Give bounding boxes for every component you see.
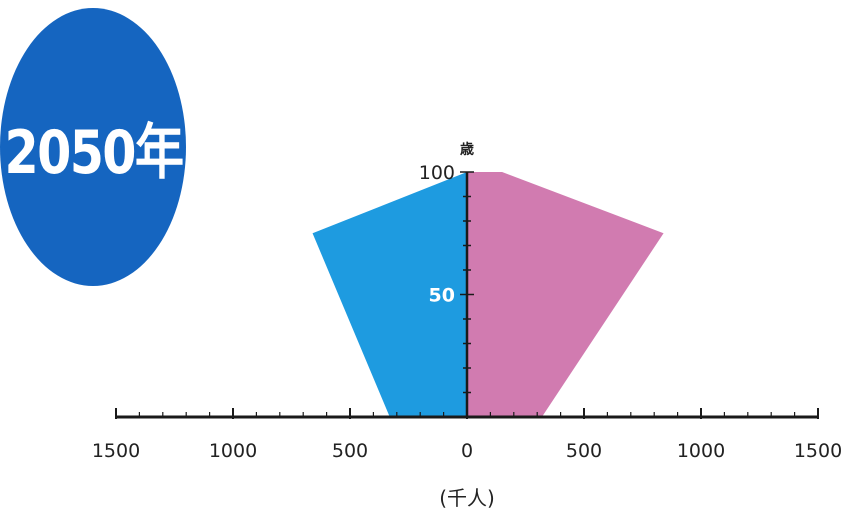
x-tick-label: 0 [461, 440, 473, 462]
x-tick-label: 1000 [209, 440, 257, 462]
x-tick-label: 1500 [92, 440, 140, 462]
y-tick-label: 50 [429, 285, 455, 307]
right-population-area [467, 172, 664, 417]
x-tick-label: 1500 [794, 440, 842, 462]
x-axis-title: (千人) [439, 486, 495, 510]
y-axis-unit: 歳 [460, 141, 474, 158]
left-population-area [312, 172, 467, 417]
y-tick-label: 100 [419, 162, 455, 184]
x-tick-label: 1000 [677, 440, 725, 462]
x-tick-label: 500 [566, 440, 602, 462]
x-tick-label: 500 [332, 440, 368, 462]
year-badge: 2050年 [0, 8, 186, 286]
year-badge-label: 2050年 [4, 117, 184, 188]
